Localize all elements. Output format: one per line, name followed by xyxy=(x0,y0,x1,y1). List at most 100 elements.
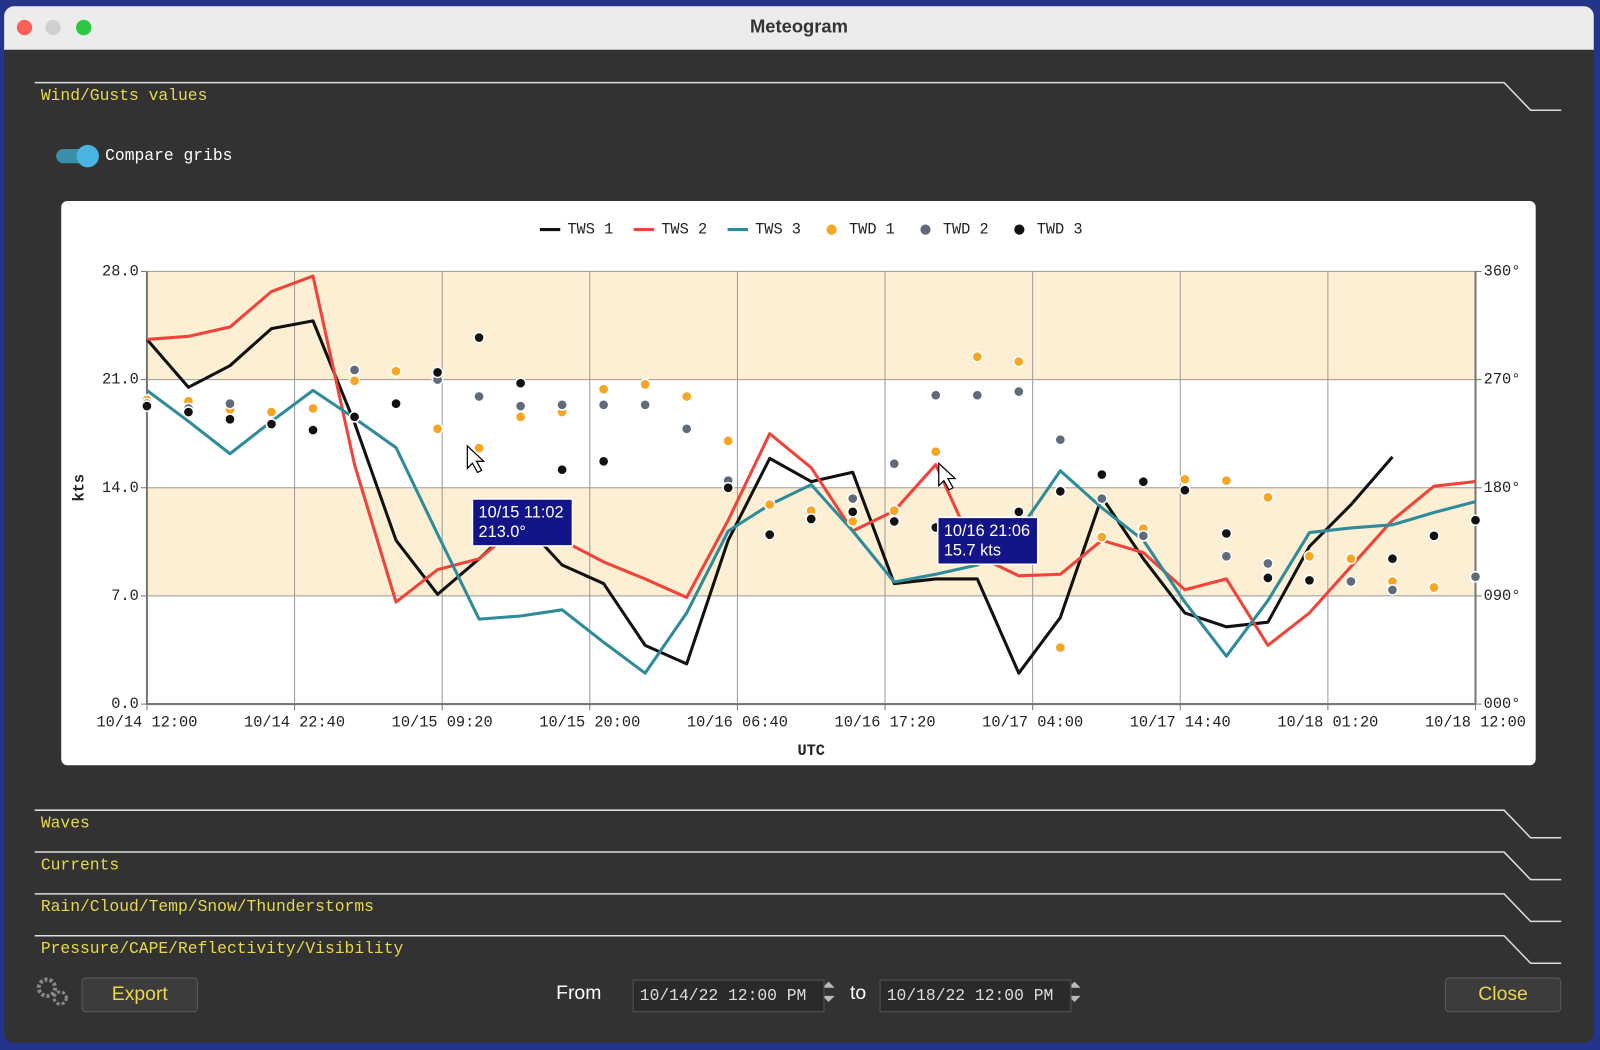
cursor xyxy=(938,461,957,491)
point xyxy=(1469,570,1482,583)
point xyxy=(1137,529,1150,542)
point xyxy=(639,398,652,411)
point xyxy=(224,413,236,426)
point xyxy=(1220,474,1233,487)
point xyxy=(1262,557,1274,570)
export-button[interactable]: Export xyxy=(81,977,198,1013)
close-dot[interactable] xyxy=(16,19,33,36)
point xyxy=(473,442,485,454)
section-frame xyxy=(34,81,1562,111)
y-tick-label: 0.0 xyxy=(111,695,139,713)
from-label: From xyxy=(556,982,602,1005)
tooltip-text: 10/16 21:06 xyxy=(944,522,1030,540)
point xyxy=(1012,385,1025,398)
y2-tick-label: 000° xyxy=(1484,695,1521,713)
point xyxy=(846,505,859,518)
legend: TWS 1 TWS 2 TWS 3 TWD 1 TWD 2 TWD 3 xyxy=(539,221,1083,239)
point xyxy=(141,400,153,412)
point xyxy=(473,390,485,403)
point xyxy=(1054,433,1067,446)
min-dot[interactable] xyxy=(45,19,61,36)
point xyxy=(1303,550,1316,563)
x-tick-label: 10/17 04:00 xyxy=(982,713,1083,731)
section-title[interactable]: Pressure/CAPE/Reflectivity/Visibility xyxy=(40,939,404,959)
series-line xyxy=(146,388,1476,675)
point xyxy=(1262,491,1274,504)
series-line xyxy=(145,319,1394,675)
zoom-dot[interactable] xyxy=(76,19,92,36)
point xyxy=(514,377,527,390)
point xyxy=(1345,575,1357,588)
y-tick-label: 14.0 xyxy=(102,479,139,497)
window-title: Meteogram xyxy=(749,16,848,37)
point xyxy=(680,422,693,435)
point xyxy=(929,445,942,458)
point xyxy=(763,528,776,541)
from-field[interactable]: 10/14/22 12:00 PM xyxy=(632,979,825,1013)
point xyxy=(431,366,444,379)
point xyxy=(639,378,652,391)
band xyxy=(146,487,1476,596)
point xyxy=(348,410,361,423)
point xyxy=(390,397,402,410)
point xyxy=(1345,552,1357,565)
point xyxy=(431,422,444,435)
section-frame xyxy=(34,851,1562,881)
chart: kts UTC 0.0 7.0 14.0 21.0 28.0 000° 090° 180° 27… xyxy=(61,201,1536,766)
tooltip-text: 213.0° xyxy=(479,523,526,541)
x-tick-label: 10/16 06:40 xyxy=(687,713,788,731)
to-label: to xyxy=(849,982,867,1005)
point xyxy=(846,492,859,505)
x-tick-label: 10/14 12:00 xyxy=(96,713,197,731)
section-title[interactable]: Wind/Gusts values xyxy=(40,86,208,106)
point xyxy=(1179,484,1191,497)
point xyxy=(1012,505,1025,518)
series-line xyxy=(146,274,1476,647)
legend-swatch xyxy=(826,224,837,235)
y-axis-label: kts xyxy=(71,474,89,502)
point xyxy=(182,406,195,418)
settings-icon[interactable] xyxy=(36,977,68,1006)
point xyxy=(597,398,610,411)
point xyxy=(722,481,735,494)
legend-swatch xyxy=(920,224,931,235)
toggle-knob[interactable] xyxy=(76,144,99,168)
point xyxy=(929,389,942,402)
point xyxy=(1137,475,1150,488)
point xyxy=(1095,468,1108,481)
legend-label: TWD 3 xyxy=(1037,221,1083,239)
section-title[interactable]: Currents xyxy=(40,856,120,875)
section-frame xyxy=(34,893,1562,923)
section-title[interactable]: Rain/Cloud/Temp/Snow/Thunderstorms xyxy=(40,897,374,917)
point xyxy=(473,331,485,344)
window-controls[interactable] xyxy=(4,6,106,49)
section-title[interactable]: Waves xyxy=(40,814,90,833)
legend-label: TWD 2 xyxy=(943,221,989,239)
title-bar: Meteogram xyxy=(4,6,1594,50)
tooltip-text: 10/15 11:02 xyxy=(479,504,564,522)
y2-tick-label: 270° xyxy=(1484,371,1521,389)
x-tick-label: 10/15 09:20 xyxy=(392,713,493,731)
point xyxy=(348,374,361,387)
x-tick-label: 10/17 14:40 xyxy=(1130,713,1231,731)
tooltip-text: 15.7 kts xyxy=(944,541,1001,559)
legend-label: TWS 2 xyxy=(661,221,707,239)
point xyxy=(307,402,319,415)
point xyxy=(1469,514,1482,527)
close-button[interactable]: Close xyxy=(1444,977,1562,1013)
point xyxy=(1095,531,1108,543)
point xyxy=(805,513,818,525)
point xyxy=(556,398,568,411)
y-tick-label: 7.0 xyxy=(111,587,139,605)
point xyxy=(265,418,278,430)
legend-label: TWD 1 xyxy=(849,221,895,239)
to-field[interactable]: 10/18/22 12:00 PM xyxy=(879,979,1072,1013)
band xyxy=(146,271,1476,380)
point xyxy=(1054,641,1067,654)
point xyxy=(1012,355,1025,368)
point xyxy=(307,424,319,436)
tooltip xyxy=(471,498,574,547)
